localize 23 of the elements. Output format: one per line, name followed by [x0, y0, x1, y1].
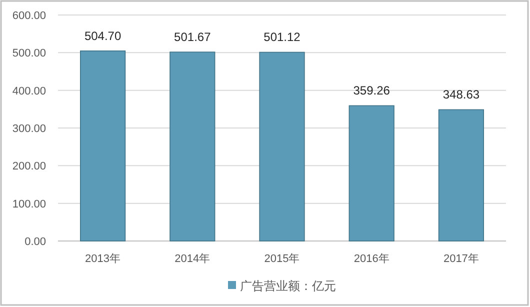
y-tick-label: 200.00: [12, 160, 46, 173]
data-label: 501.67: [174, 30, 212, 44]
bar: [259, 52, 305, 242]
data-label: 504.70: [84, 28, 122, 43]
bar: [170, 52, 216, 242]
bar: [80, 50, 126, 242]
x-tick-label: 2017年: [443, 253, 479, 265]
data-label: 501.12: [264, 30, 301, 44]
legend-label: 广告营业额：亿元: [240, 279, 336, 293]
y-tick-label: 300.00: [12, 123, 46, 135]
y-tick-label: 0.00: [24, 236, 46, 248]
x-tick-label: 2014年: [174, 253, 210, 265]
data-label: 359.26: [353, 84, 390, 98]
y-tick-label: 400.00: [12, 85, 46, 98]
data-label: 348.63: [442, 88, 480, 102]
x-tick-label: 2016年: [354, 253, 390, 265]
x-tick-label: 2015年: [264, 253, 300, 265]
y-tick-label: 500.00: [12, 48, 46, 60]
y-tick-label: 100.00: [12, 198, 46, 210]
y-tick-label: 600.00: [12, 10, 46, 22]
x-tick-label: 2013年: [85, 253, 121, 265]
bar: [438, 109, 484, 242]
bar: [348, 105, 394, 242]
